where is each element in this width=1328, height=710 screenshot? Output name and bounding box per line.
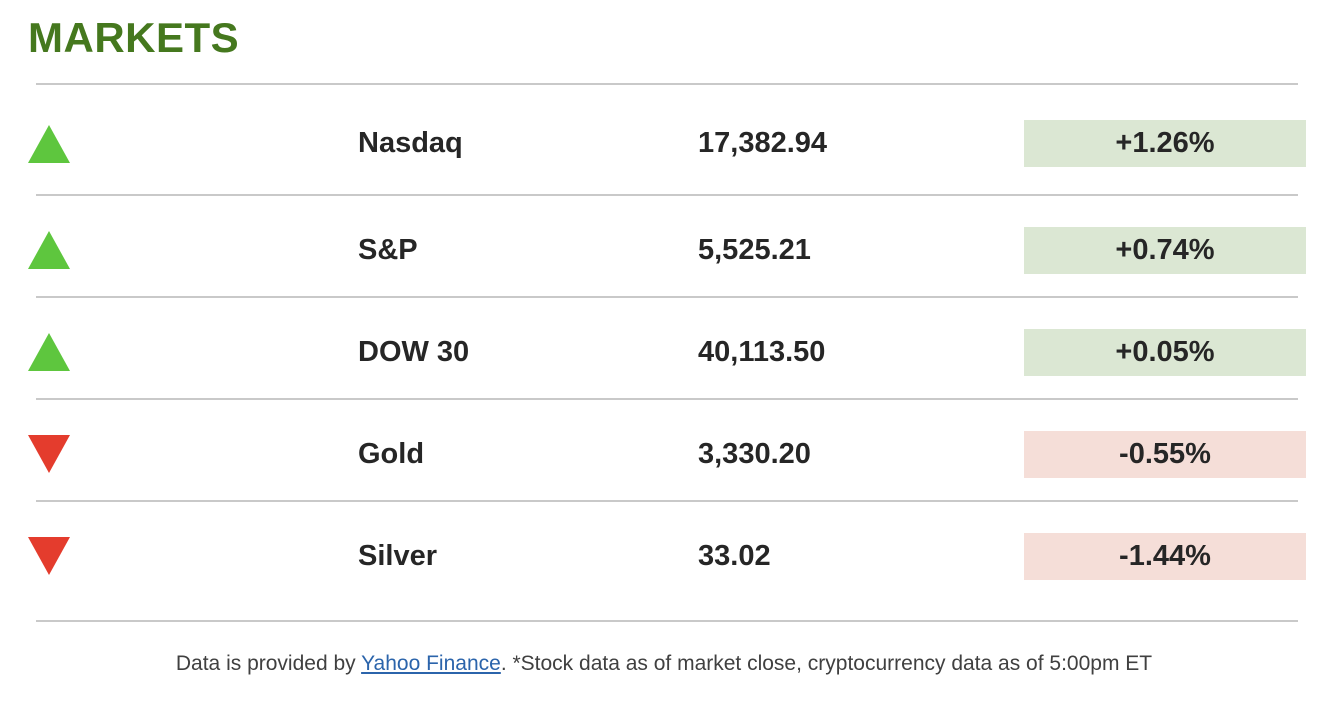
instrument-value: 40,113.50	[698, 335, 826, 368]
markets-table: Nasdaq 17,382.94 +1.26% S&P 5,525.21 +0.74% DO…	[28, 83, 1306, 623]
instrument-name: Gold	[358, 437, 425, 470]
markets-rows: Nasdaq 17,382.94 +1.26% S&P 5,525.21 +0.74% DO…	[28, 85, 1306, 623]
instrument-name: Nasdaq	[358, 127, 463, 160]
up-triangle-icon	[28, 231, 70, 270]
yahoo-finance-link[interactable]: Yahoo Finance	[361, 652, 501, 676]
change-badge-cell: +0.05%	[1024, 328, 1306, 376]
market-row: Silver 33.02 -1.44%	[28, 502, 1306, 602]
market-row: Gold 3,330.20 -0.55%	[28, 400, 1306, 500]
instrument-value: 5,525.21	[698, 233, 811, 266]
divider	[36, 296, 1298, 299]
change-badge-cell: +1.26%	[1024, 120, 1306, 168]
page-title: MARKETS	[28, 14, 240, 61]
markets-widget: MARKETS Nasdaq 17,382.94 +1.26% S&P 5,525.21…	[0, 14, 1328, 623]
divider	[36, 83, 1298, 86]
instrument-value: 33.02	[698, 539, 771, 572]
divider	[36, 194, 1298, 197]
instrument-name: S&P	[358, 233, 418, 266]
change-badge: +0.05%	[1024, 328, 1306, 376]
market-row: DOW 30 40,113.50 +0.05%	[28, 298, 1306, 398]
down-triangle-icon	[28, 435, 70, 474]
instrument-value: 17,382.94	[698, 127, 828, 160]
instrument-name: Silver	[358, 539, 437, 572]
footer-note: Data is provided by Yahoo Finance. *Stoc…	[0, 652, 1328, 676]
change-badge: +1.26%	[1024, 120, 1306, 168]
spacer	[28, 602, 1306, 620]
change-badge: -1.44%	[1024, 532, 1306, 580]
instrument-value: 3,330.20	[698, 437, 811, 470]
divider	[36, 398, 1298, 401]
instrument-name: DOW 30	[358, 335, 470, 368]
divider	[36, 620, 1298, 623]
change-badge-cell: -1.44%	[1024, 532, 1306, 580]
up-triangle-icon	[28, 124, 70, 163]
market-row: S&P 5,525.21 +0.74%	[28, 196, 1306, 296]
change-badge: +0.74%	[1024, 226, 1306, 274]
footer-text-suffix: . *Stock data as of market close, crypto…	[500, 652, 1153, 676]
change-badge-cell: +0.74%	[1024, 226, 1306, 274]
footer-text-prefix: Data is provided by	[175, 652, 362, 676]
market-row: Nasdaq 17,382.94 +1.26%	[28, 85, 1306, 194]
divider	[36, 500, 1298, 503]
change-badge-cell: -0.55%	[1024, 430, 1306, 478]
change-badge: -0.55%	[1024, 430, 1306, 478]
down-triangle-icon	[28, 537, 70, 576]
up-triangle-icon	[28, 333, 70, 372]
